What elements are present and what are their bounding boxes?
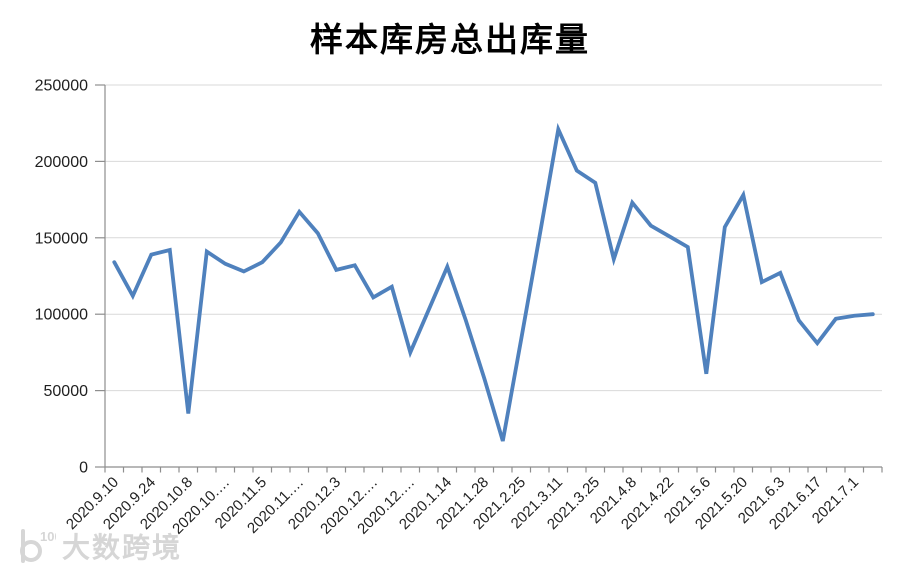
- watermark-logo-number: 100: [40, 529, 56, 544]
- y-axis-label: 50000: [44, 383, 89, 400]
- watermark-text: 大数跨境: [62, 532, 183, 563]
- chart-title: 样本库房总出库量: [310, 23, 590, 59]
- series-line: [112, 122, 875, 442]
- y-axis-label: 0: [79, 460, 88, 477]
- y-axis-label: 150000: [35, 230, 88, 247]
- watermark-logo-icon: 100: [20, 529, 56, 563]
- y-axis-label: 250000: [35, 78, 88, 95]
- y-axis-label: 200000: [35, 154, 88, 171]
- watermark: 100 大数跨境: [10, 526, 182, 566]
- y-axis-label: 100000: [35, 307, 88, 324]
